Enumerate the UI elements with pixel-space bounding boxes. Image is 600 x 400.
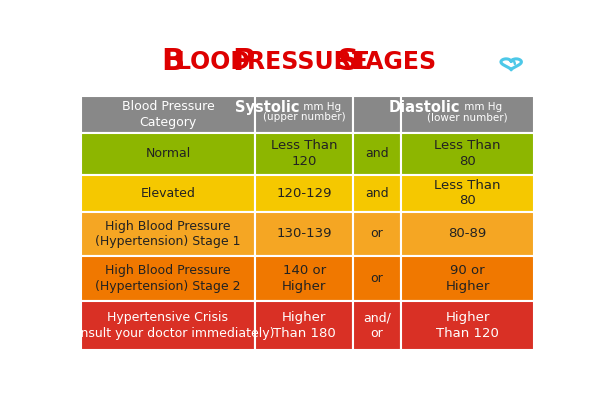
Text: TAGES: TAGES [352, 50, 437, 74]
Text: Less Than
80: Less Than 80 [434, 179, 501, 208]
Bar [256, 96, 353, 133]
Text: B: B [161, 47, 184, 76]
Bar [353, 96, 401, 133]
Text: 90 or
Higher: 90 or Higher [445, 264, 490, 293]
Text: High Blood Pressure
(Hypertension) Stage 2: High Blood Pressure (Hypertension) Stage… [95, 264, 241, 293]
Text: 130-139: 130-139 [277, 228, 332, 240]
Bar [256, 301, 353, 350]
Text: Normal: Normal [145, 147, 191, 160]
Text: Less Than
120: Less Than 120 [271, 140, 337, 168]
Text: 140 or
Higher: 140 or Higher [282, 264, 326, 293]
Text: Higher
Than 180: Higher Than 180 [273, 311, 335, 340]
Text: Elevated: Elevated [140, 187, 196, 200]
Text: (lower number): (lower number) [427, 112, 508, 122]
Text: and: and [365, 187, 389, 200]
Text: 120-129: 120-129 [277, 187, 332, 200]
Bar [401, 301, 535, 350]
Bar [256, 212, 353, 256]
Bar [80, 96, 256, 133]
Bar [353, 212, 401, 256]
Text: and: and [365, 147, 389, 160]
Text: P: P [232, 47, 254, 76]
Bar [401, 212, 535, 256]
Bar [401, 175, 535, 212]
Text: Diastolic: Diastolic [389, 100, 461, 115]
Bar [353, 133, 401, 175]
Text: Systolic: Systolic [235, 100, 299, 115]
Text: Higher
Than 120: Higher Than 120 [436, 311, 499, 340]
Text: mm Hg: mm Hg [461, 102, 502, 112]
Text: (upper number): (upper number) [263, 112, 346, 122]
Bar [256, 175, 353, 212]
Text: Hypertensive Crisis
(consult your doctor immediately): Hypertensive Crisis (consult your doctor… [61, 311, 275, 340]
Bar [80, 133, 256, 175]
Text: S: S [337, 47, 359, 76]
Bar [353, 301, 401, 350]
Text: and/
or: and/ or [363, 312, 391, 340]
Bar [401, 96, 535, 133]
Text: 80-89: 80-89 [448, 228, 487, 240]
Bar [80, 256, 256, 301]
Bar [401, 256, 535, 301]
Bar [256, 256, 353, 301]
Bar [353, 256, 401, 301]
Text: Blood Pressure
Category: Blood Pressure Category [122, 100, 214, 129]
Bar [80, 212, 256, 256]
Text: or: or [370, 272, 383, 285]
Bar [80, 301, 256, 350]
Text: or: or [370, 228, 383, 240]
Text: mm Hg: mm Hg [300, 102, 341, 112]
Bar [401, 133, 535, 175]
Bar [353, 175, 401, 212]
Bar [256, 133, 353, 175]
Text: High Blood Pressure
(Hypertension) Stage 1: High Blood Pressure (Hypertension) Stage… [95, 220, 241, 248]
Bar [80, 175, 256, 212]
Text: RESSURE: RESSURE [247, 50, 376, 74]
Text: Less Than
80: Less Than 80 [434, 140, 501, 168]
Text: LOOD: LOOD [176, 50, 259, 74]
